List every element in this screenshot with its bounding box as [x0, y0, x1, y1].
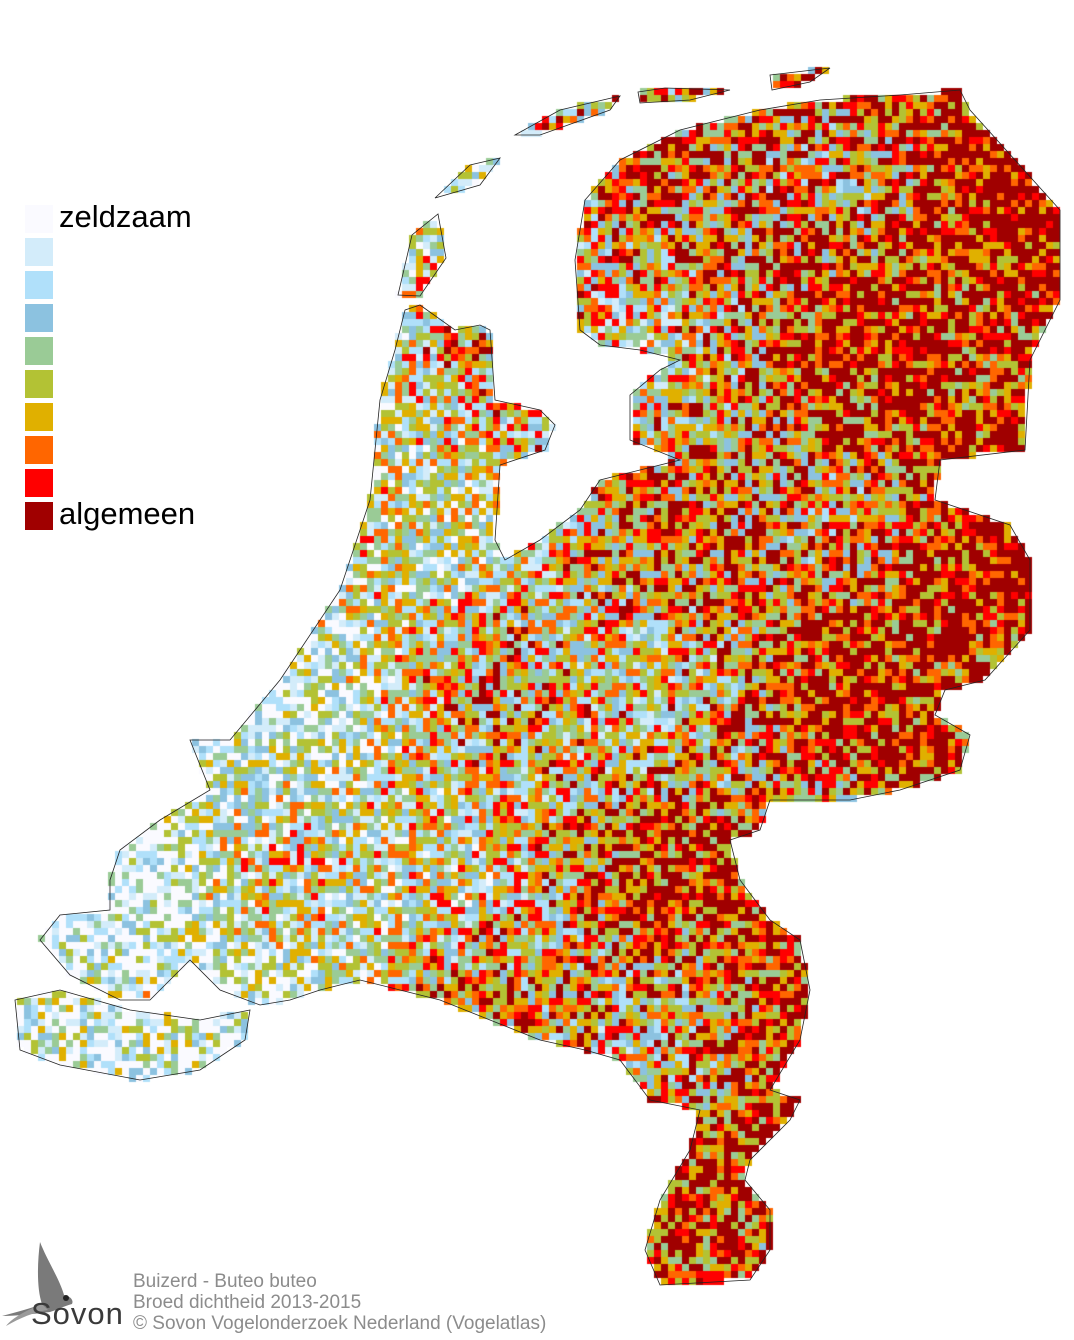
species-title: Buizerd - Buteo buteo — [133, 1271, 317, 1292]
map-subtitle: Broed dichtheid 2013-2015 — [133, 1292, 362, 1313]
legend-label: zeldzaam — [59, 199, 192, 234]
legend-swatch — [25, 469, 53, 497]
mainland-border — [39, 89, 1061, 1286]
map-credits: Buizerd - Buteo buteo Broed dichtheid 20… — [133, 1271, 546, 1334]
wadden-island-border — [434, 157, 501, 199]
legend-swatch — [25, 370, 53, 398]
legend-swatch — [25, 403, 53, 431]
logo-text: Sovon — [31, 1296, 124, 1331]
legend-swatch — [25, 304, 53, 332]
legend-swatch: zeldzaam — [25, 199, 192, 234]
legend-swatch — [25, 271, 53, 299]
swallow-icon — [2, 1242, 73, 1326]
legend-swatch — [25, 436, 53, 464]
wadden-island-border — [513, 95, 621, 136]
wadden-island-border — [397, 213, 447, 297]
legend-label: algemeen — [59, 496, 196, 531]
wadden-island-border — [637, 87, 731, 104]
copyright: © Sovon Vogelonderzoek Nederland (Vogela… — [133, 1313, 547, 1334]
legend-swatch — [25, 238, 53, 266]
legend-swatch: algemeen — [25, 496, 195, 531]
zeeuws-vlaanderen-border — [14, 989, 251, 1081]
legend: zeldzaam algemeen — [25, 199, 195, 535]
legend-swatch — [25, 337, 53, 365]
wadden-island-border — [769, 67, 831, 91]
